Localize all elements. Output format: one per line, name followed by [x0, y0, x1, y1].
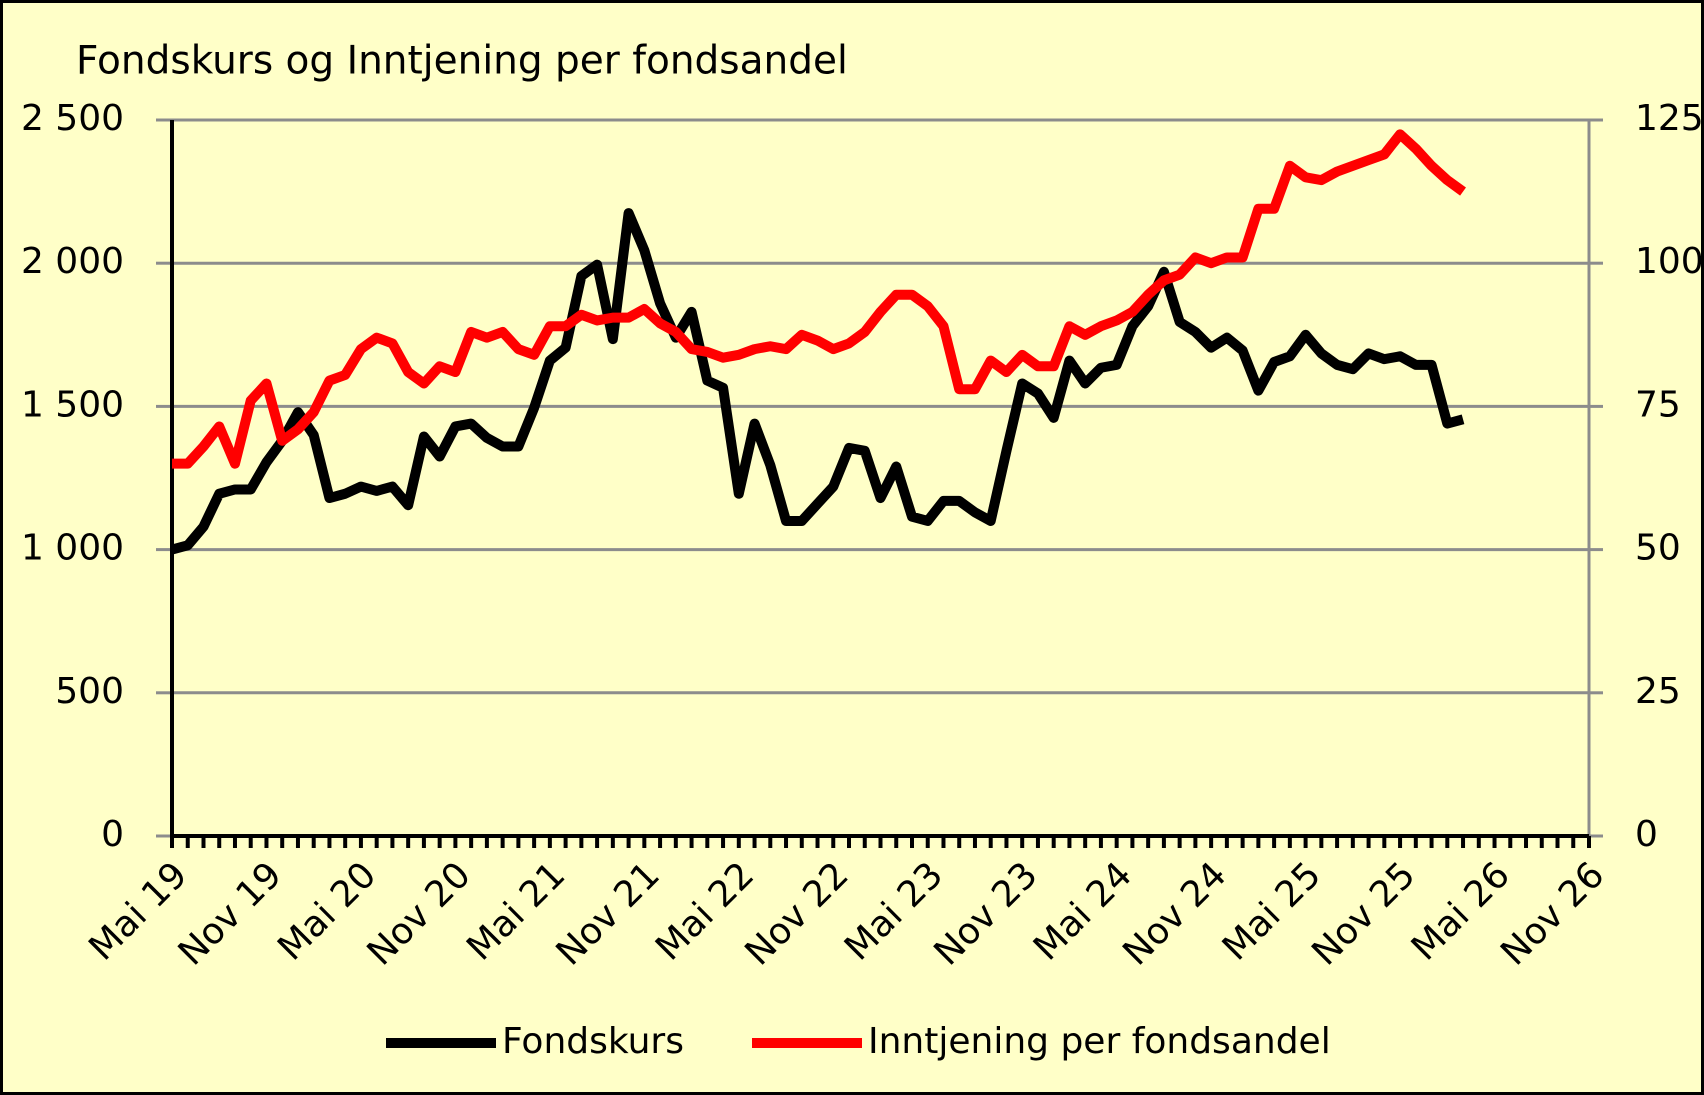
y2-tick-label: 25	[1635, 671, 1681, 712]
y-tick-label: 500	[55, 671, 124, 712]
y2-tick-label: 75	[1635, 384, 1681, 425]
legend-label: Inntjening per fondsandel	[868, 1021, 1331, 1062]
legend-label: Fondskurs	[502, 1021, 684, 1062]
y-tick-label: 1 500	[21, 384, 124, 425]
y-tick-label: 0	[101, 814, 124, 855]
y-tick-label: 2 500	[21, 98, 124, 139]
y2-tick-label: 100	[1635, 241, 1704, 282]
chart-title: Fondskurs og Inntjening per fondsandel	[76, 39, 848, 84]
y2-tick-label: 125	[1635, 98, 1704, 139]
y2-tick-label: 0	[1635, 814, 1658, 855]
y-tick-label: 1 000	[21, 528, 124, 569]
series-line	[172, 129, 1466, 469]
y2-tick-label: 50	[1635, 528, 1681, 569]
series-line	[170, 208, 1465, 555]
y-tick-label: 2 000	[21, 241, 124, 282]
